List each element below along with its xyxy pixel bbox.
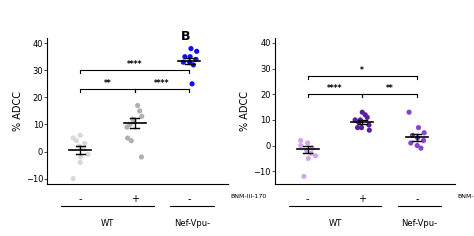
Point (186, 60, 193, 64)
Point (188, 82, 196, 86)
Point (134, 104, 141, 107)
Point (77, 155, 84, 159)
Text: -: - (415, 194, 419, 204)
Point (130, 120, 138, 124)
Point (308, 151, 315, 155)
Point (181, 55, 189, 59)
Point (351, 118, 359, 122)
Point (123, 125, 131, 129)
Text: WT: WT (101, 219, 114, 228)
Point (124, 136, 131, 140)
Text: ****: **** (154, 79, 170, 88)
Point (80, 147, 88, 151)
Point (186, 55, 194, 59)
Point (75, 144, 83, 148)
Point (303, 149, 310, 153)
Text: +: + (358, 194, 366, 204)
Point (413, 144, 421, 148)
Point (420, 139, 428, 142)
Text: BNM-III-170: BNM-III-170 (230, 194, 266, 199)
Point (407, 141, 415, 145)
Point (297, 144, 304, 148)
Point (128, 139, 135, 143)
Point (420, 131, 428, 135)
Point (84, 152, 92, 156)
Text: ****: **** (127, 60, 143, 69)
Point (81, 142, 89, 145)
Point (304, 141, 311, 145)
Text: **: ** (386, 84, 393, 93)
Point (364, 115, 371, 119)
Point (297, 139, 304, 142)
Point (76, 133, 84, 137)
Point (365, 128, 373, 132)
Point (358, 110, 366, 114)
Point (309, 146, 316, 150)
Point (69, 136, 77, 140)
Y-axis label: % ADCC: % ADCC (240, 91, 250, 131)
Point (73, 139, 80, 143)
Point (405, 110, 413, 114)
Point (129, 117, 137, 121)
Text: *: * (360, 66, 364, 75)
Point (355, 121, 363, 124)
Point (180, 60, 187, 64)
Text: BNM-III-170: BNM-III-170 (458, 194, 474, 199)
Point (187, 47, 195, 51)
Point (312, 154, 319, 158)
Point (409, 133, 416, 137)
Point (126, 122, 134, 126)
Text: WT: WT (328, 219, 342, 228)
Point (304, 156, 312, 160)
Point (358, 126, 365, 130)
Text: B: B (181, 30, 191, 43)
Point (365, 123, 373, 127)
Point (137, 155, 145, 159)
Text: -: - (78, 194, 82, 204)
Text: Nef-Vpu-: Nef-Vpu- (401, 219, 438, 228)
Text: ****: **** (327, 84, 343, 93)
Text: **: ** (103, 79, 111, 88)
Point (361, 113, 369, 117)
Y-axis label: % ADCC: % ADCC (13, 91, 23, 131)
Point (300, 174, 308, 178)
Text: +: + (131, 194, 139, 204)
Point (190, 63, 197, 67)
Point (354, 126, 361, 130)
Point (136, 109, 144, 113)
Point (417, 146, 425, 150)
Point (414, 136, 421, 140)
Point (193, 49, 201, 53)
Point (69, 177, 77, 181)
Text: -: - (306, 194, 310, 204)
Point (76, 160, 84, 164)
Point (138, 114, 146, 118)
Point (415, 126, 422, 130)
Text: Nef-Vpu-: Nef-Vpu- (174, 219, 210, 228)
Text: -: - (188, 194, 191, 204)
Point (192, 58, 200, 61)
Point (356, 118, 364, 122)
